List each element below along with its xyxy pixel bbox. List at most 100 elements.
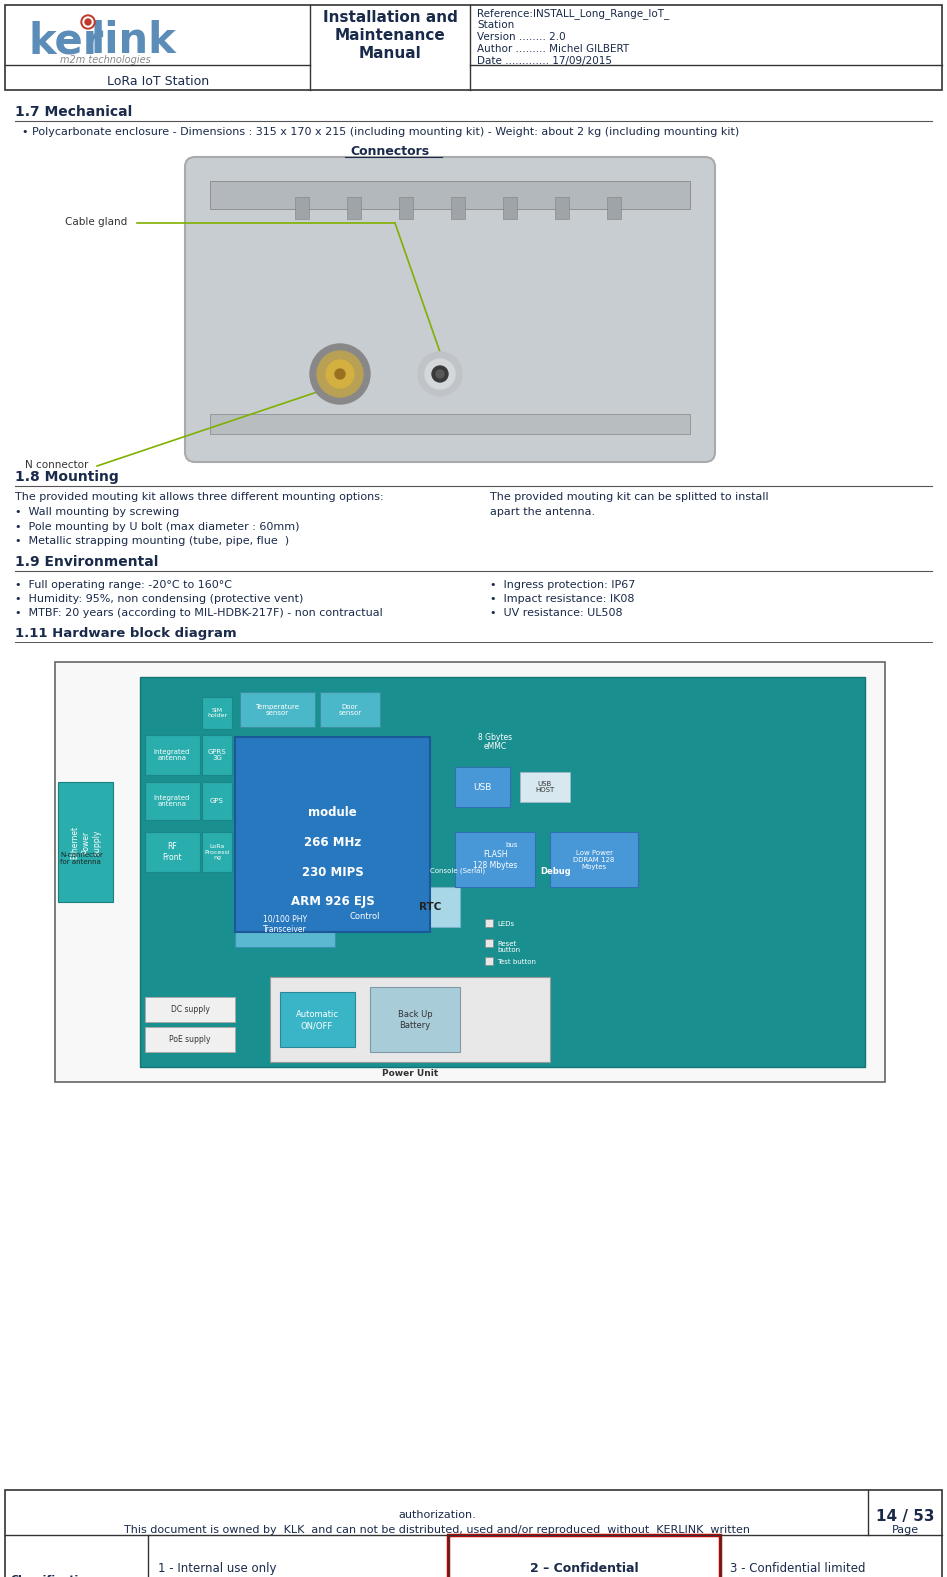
Circle shape [317, 352, 363, 397]
Text: Date ............. 17/09/2015: Date ............. 17/09/2015 [477, 57, 612, 66]
Text: 266 MHz: 266 MHz [304, 836, 361, 848]
Bar [555, 197, 569, 219]
Text: link: link [90, 21, 176, 62]
Text: Temperature
sensor: Temperature sensor [255, 703, 299, 716]
Text: Reset
button: Reset button [497, 941, 520, 954]
Text: Reference:INSTALL_Long_Range_IoT_: Reference:INSTALL_Long_Range_IoT_ [477, 8, 670, 19]
Text: 1.9 Environmental: 1.9 Environmental [15, 555, 158, 569]
Text: 230 MIPS: 230 MIPS [302, 866, 364, 878]
Text: Connectors: Connectors [350, 145, 430, 158]
Text: RTC: RTC [419, 902, 441, 912]
Bar [145, 1027, 235, 1052]
Text: Ethernet
Power
supply: Ethernet Power supply [70, 825, 101, 858]
Text: GPS: GPS [210, 798, 223, 804]
Bar [5, 5, 942, 90]
Text: The provided mouting kit allows three different mounting options:
•  Wall mounti: The provided mouting kit allows three di… [15, 492, 384, 546]
Circle shape [326, 360, 354, 388]
Text: m2m technologies: m2m technologies [60, 55, 151, 65]
Text: USB
HOST: USB HOST [535, 781, 555, 793]
Bar [145, 997, 235, 1022]
Text: Control: Control [349, 912, 381, 921]
Text: •  Impact resistance: IK08: • Impact resistance: IK08 [490, 595, 634, 604]
Text: •  Ingress protection: IP67: • Ingress protection: IP67 [490, 580, 635, 590]
Text: bus: bus [505, 842, 517, 848]
Bar [235, 736, 430, 932]
Text: Debug: Debug [540, 867, 571, 875]
Bar [320, 692, 380, 727]
Circle shape [83, 17, 93, 27]
Text: 10/100 PHY
Transceiver: 10/100 PHY Transceiver [263, 915, 307, 934]
Text: LoRa
Processi
ng: LoRa Processi ng [205, 844, 230, 859]
Text: USB: USB [473, 782, 491, 792]
Text: •  UV resistance: UL508: • UV resistance: UL508 [490, 609, 622, 618]
Bar [607, 197, 621, 219]
Bar [5, 1490, 942, 1577]
Circle shape [432, 366, 448, 382]
Text: authorization.: authorization. [398, 1511, 476, 1520]
Text: Integrated
antenna: Integrated antenna [153, 795, 190, 807]
Text: 1 - Internal use only: 1 - Internal use only [158, 1561, 277, 1575]
Text: ARM 926 EJS: ARM 926 EJS [291, 896, 374, 908]
Text: Low Power
DDRAM 128
Mbytes: Low Power DDRAM 128 Mbytes [573, 850, 615, 871]
Circle shape [418, 352, 462, 396]
Circle shape [436, 371, 444, 378]
Bar [520, 773, 570, 803]
Bar [455, 833, 535, 886]
Bar [58, 782, 113, 902]
Text: 3 - Confidential limited: 3 - Confidential limited [730, 1561, 866, 1575]
Circle shape [335, 369, 345, 378]
Text: module: module [308, 806, 357, 818]
Circle shape [85, 19, 91, 25]
Bar [202, 782, 232, 820]
Text: LoRa IoT Station: LoRa IoT Station [107, 76, 209, 88]
Text: 2 – Confidential: 2 – Confidential [529, 1561, 638, 1575]
Text: Installation and: Installation and [323, 9, 457, 25]
Bar [370, 987, 460, 1052]
Bar [400, 886, 460, 927]
Bar [295, 197, 309, 219]
FancyBboxPatch shape [185, 158, 715, 462]
Bar [202, 833, 232, 872]
Text: PoE supply: PoE supply [170, 1036, 211, 1044]
Text: RF
Front: RF Front [162, 842, 182, 861]
Text: •  Humidity: 95%, non condensing (protective vent): • Humidity: 95%, non condensing (protect… [15, 595, 303, 604]
Text: 8 Gbytes
eMMC: 8 Gbytes eMMC [478, 733, 512, 751]
Text: Door
sensor: Door sensor [338, 703, 362, 716]
Text: •  Full operating range: -20°C to 160°C: • Full operating range: -20°C to 160°C [15, 580, 232, 590]
Bar [145, 833, 200, 872]
Circle shape [310, 344, 370, 404]
Text: Station: Station [477, 21, 514, 30]
Text: FLASH
128 Mbytes: FLASH 128 Mbytes [473, 850, 517, 869]
Text: Integrated
antenna: Integrated antenna [153, 749, 190, 762]
Bar [210, 415, 690, 434]
Bar [485, 957, 493, 965]
Bar [140, 677, 865, 1068]
Text: LEDs: LEDs [497, 921, 514, 927]
Bar [240, 692, 315, 727]
Text: Author ......... Michel GILBERT: Author ......... Michel GILBERT [477, 44, 629, 54]
Bar [455, 766, 510, 807]
Bar [210, 181, 690, 210]
Text: Cable gland: Cable gland [65, 218, 127, 227]
Text: Classification
level: Classification level [10, 1575, 94, 1577]
Bar [280, 992, 355, 1047]
Bar [448, 1534, 720, 1577]
Bar [550, 833, 638, 886]
Text: •  MTBF: 20 years (according to MIL-HDBK-217F) - non contractual: • MTBF: 20 years (according to MIL-HDBK-… [15, 609, 383, 618]
Bar [55, 662, 885, 1082]
Text: N-connector
for antenna: N-connector for antenna [60, 852, 103, 866]
Text: Maintenance: Maintenance [334, 28, 445, 43]
Text: SIM
holder: SIM holder [207, 708, 227, 718]
Text: Power Unit: Power Unit [382, 1069, 438, 1079]
Bar [485, 919, 493, 927]
Text: The provided mouting kit can be splitted to install
apart the antenna.: The provided mouting kit can be splitted… [490, 492, 769, 517]
Text: Test button: Test button [497, 959, 536, 965]
Text: DC supply: DC supply [170, 1006, 209, 1014]
Text: 1.8 Mounting: 1.8 Mounting [15, 470, 118, 484]
Text: 14 / 53: 14 / 53 [876, 1509, 935, 1523]
Circle shape [425, 360, 455, 390]
Text: 1.11 Hardware block diagram: 1.11 Hardware block diagram [15, 628, 237, 640]
Bar [202, 735, 232, 774]
Bar [145, 782, 200, 820]
Bar [485, 938, 493, 948]
